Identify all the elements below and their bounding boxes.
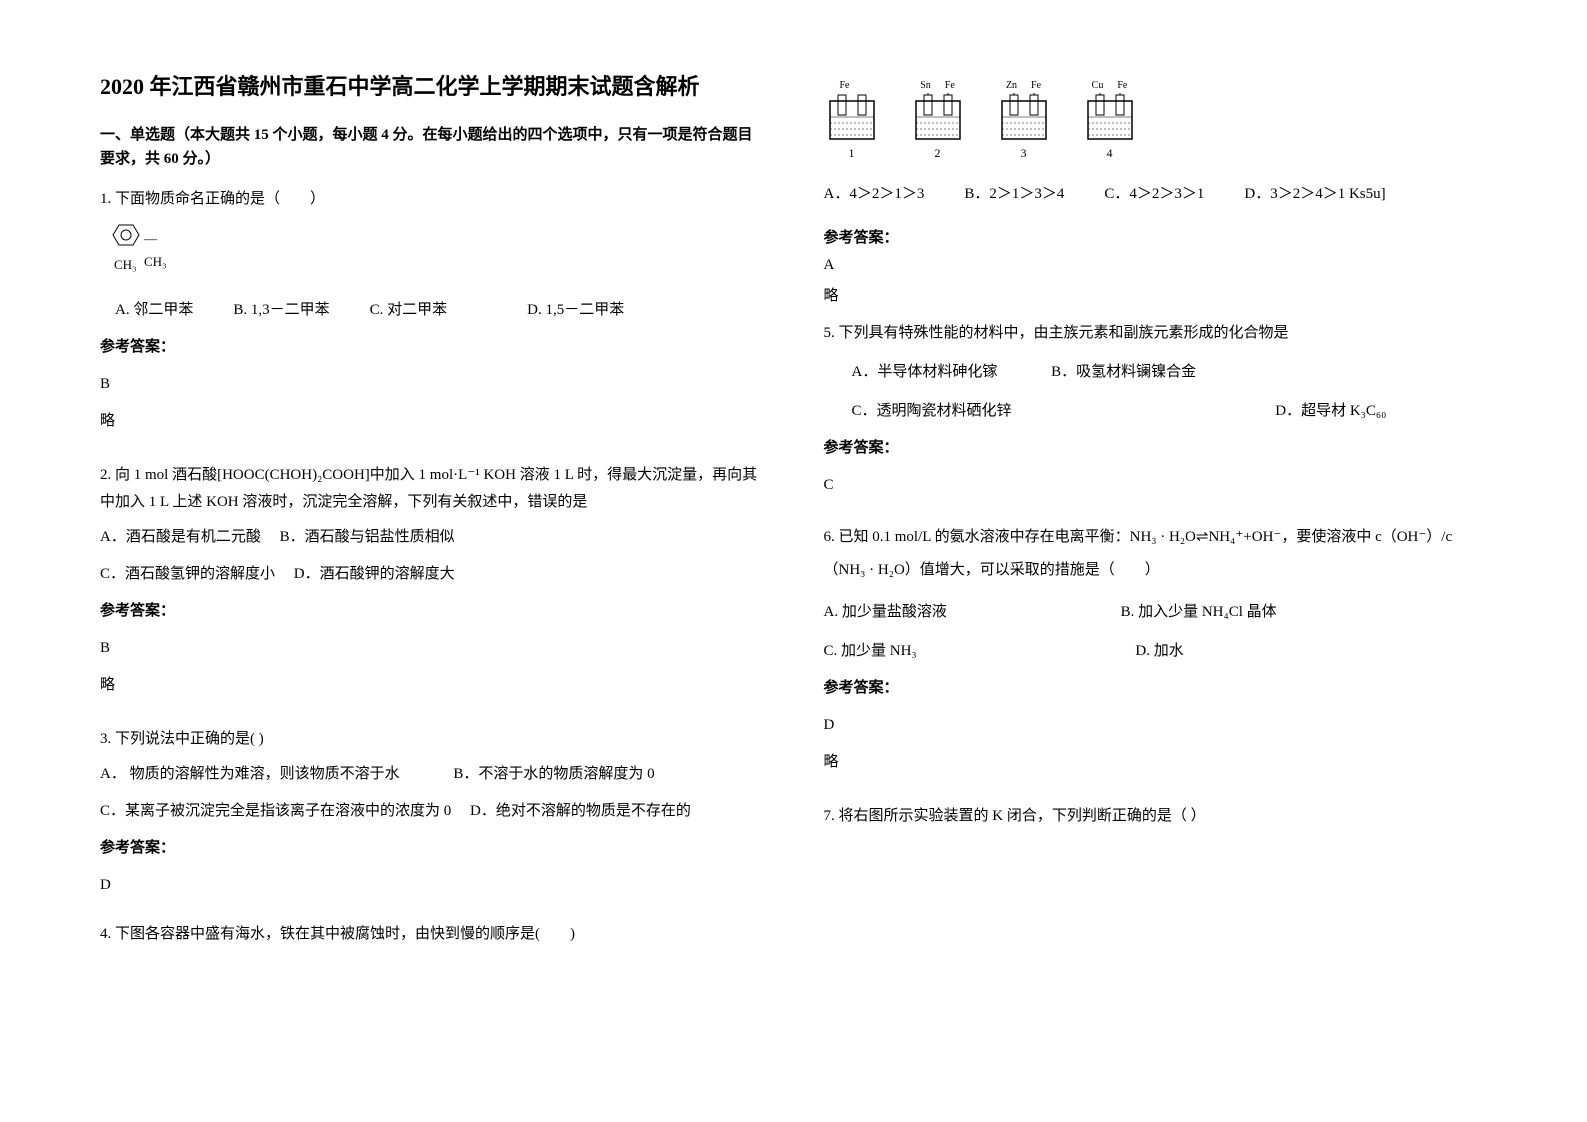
q1-molecule: —CH₃ CH₃ bbox=[112, 223, 764, 257]
beaker-1-left: Fe bbox=[840, 80, 850, 91]
beaker-2-right: Fe bbox=[945, 80, 955, 91]
q3-text: 3. 下列说法中正确的是( ) bbox=[100, 726, 764, 753]
q6-options-row2: C. 加少量 NH₃ D. 加水 bbox=[824, 638, 1488, 665]
benzene-ring-icon: —CH₃ CH₃ bbox=[112, 223, 140, 247]
q6-opt-a: A. 加少量盐酸溶液 bbox=[824, 604, 947, 620]
q4-opt-d: D．3＞2＞4＞1 Ks5u] bbox=[1244, 181, 1385, 208]
beaker-icon bbox=[1082, 93, 1138, 141]
q2-brief: 略 bbox=[100, 672, 764, 699]
q5-opt-b: B．吸氢材料镧镍合金 bbox=[1051, 364, 1196, 380]
q1-opt-b: B. 1,3－二甲苯 bbox=[233, 297, 329, 324]
beaker-3-num: 3 bbox=[1021, 146, 1027, 161]
q2-options-row2: C．酒石酸氢钾的溶解度小 D．酒石酸钾的溶解度大 bbox=[100, 561, 764, 588]
beaker-2-num: 2 bbox=[935, 146, 941, 161]
q2-opt-a: A．酒石酸是有机二元酸 bbox=[100, 529, 261, 545]
q1-opt-d: D. 1,5－二甲苯 bbox=[527, 297, 624, 324]
q3-answer: D bbox=[100, 872, 764, 899]
beaker-4-right: Fe bbox=[1117, 80, 1127, 91]
q2-options-row1: A．酒石酸是有机二元酸 B．酒石酸与铝盐性质相似 bbox=[100, 524, 764, 551]
q5-options-row1: A．半导体材料砷化镓 B．吸氢材料镧镍合金 bbox=[852, 359, 1488, 386]
q5-answer-label: 参考答案： bbox=[824, 435, 1488, 462]
q3-opt-b: B．不溶于水的物质溶解度为 0 bbox=[453, 766, 654, 782]
q1-brief: 略 bbox=[100, 408, 764, 435]
q1-answer: B bbox=[100, 371, 764, 398]
q5-text: 5. 下列具有特殊性能的材料中，由主族元素和副族元素形成的化合物是 bbox=[824, 320, 1488, 347]
beaker-4-left: Cu bbox=[1092, 80, 1104, 91]
section-1-header: 一、单选题（本大题共 15 个小题，每小题 4 分。在每小题给出的四个选项中，只… bbox=[100, 123, 764, 171]
q3-opt-c: C．某离子被沉淀完全是指该离子在溶液中的浓度为 0 bbox=[100, 803, 451, 819]
q6-opt-b: B. 加入少量 NH₄Cl 晶体 bbox=[1121, 604, 1277, 620]
beaker-1: Fe 1 bbox=[824, 80, 880, 161]
question-1: 1. 下面物质命名正确的是（ ） —CH₃ CH₃ A. 邻二甲苯 B. 1,3… bbox=[100, 186, 764, 450]
beaker-icon bbox=[910, 93, 966, 141]
q6-options-row1: A. 加少量盐酸溶液 B. 加入少量 NH₄Cl 晶体 bbox=[824, 599, 1488, 626]
left-column: 2020 年江西省赣州市重石中学高二化学上学期期末试题含解析 一、单选题（本大题… bbox=[100, 70, 764, 1052]
ch3-right-label: —CH₃ bbox=[144, 227, 167, 274]
q4-text: 4. 下图各容器中盛有海水，铁在其中被腐蚀时，由快到慢的顺序是( ) bbox=[100, 921, 764, 948]
q2-text: 2. 向 1 mol 酒石酸[HOOC(CHOH)₂COOH]中加入 1 mol… bbox=[100, 462, 764, 516]
beaker-1-num: 1 bbox=[849, 146, 855, 161]
q6-brief: 略 bbox=[824, 749, 1488, 776]
beaker-2-left: Sn bbox=[920, 80, 931, 91]
question-3: 3. 下列说法中正确的是( ) A． 物质的溶解性为难溶，则该物质不溶于水 B．… bbox=[100, 726, 764, 909]
q4-opt-c: C．4＞2＞3＞1 bbox=[1104, 181, 1204, 208]
q5-answer: C bbox=[824, 472, 1488, 499]
beaker-3: Zn Fe 3 bbox=[996, 80, 1052, 161]
beaker-icon bbox=[996, 93, 1052, 141]
question-2: 2. 向 1 mol 酒石酸[HOOC(CHOH)₂COOH]中加入 1 mol… bbox=[100, 462, 764, 714]
q4-opt-b: B．2＞1＞3＞4 bbox=[964, 181, 1064, 208]
q5-opt-c: C．透明陶瓷材料硒化锌 bbox=[852, 403, 1012, 419]
q2-answer: B bbox=[100, 635, 764, 662]
question-6: 6. 已知 0.1 mol/L 的氨水溶液中存在电离平衡：NH₃ · H₂O⇌N… bbox=[824, 521, 1488, 791]
q2-answer-label: 参考答案： bbox=[100, 598, 764, 625]
question-4-text: 4. 下图各容器中盛有海水，铁在其中被腐蚀时，由快到慢的顺序是( ) bbox=[100, 921, 764, 956]
q1-options: A. 邻二甲苯 B. 1,3－二甲苯 C. 对二甲苯 D. 1,5－二甲苯 bbox=[100, 297, 764, 324]
q5-opt-d: D．超导材 K₃C₆₀ bbox=[1275, 403, 1386, 419]
q6-opt-d: D. 加水 bbox=[1135, 643, 1183, 659]
q3-options-row2: C．某离子被沉淀完全是指该离子在溶液中的浓度为 0 D．绝对不溶解的物质是不存在… bbox=[100, 798, 764, 825]
beaker-3-right: Fe bbox=[1031, 80, 1041, 91]
beaker-2-electrodes: Sn Fe bbox=[920, 80, 955, 91]
beaker-4-num: 4 bbox=[1107, 146, 1113, 161]
question-7: 7. 将右图所示实验装置的 K 闭合，下列判断正确的是（ ） bbox=[824, 803, 1488, 838]
document-title: 2020 年江西省赣州市重石中学高二化学上学期期末试题含解析 bbox=[100, 70, 764, 103]
q1-text: 1. 下面物质命名正确的是（ ） bbox=[100, 186, 764, 213]
q5-options-row2: C．透明陶瓷材料硒化锌 D．超导材 K₃C₆₀ bbox=[852, 398, 1488, 425]
q1-opt-c: C. 对二甲苯 bbox=[370, 297, 448, 324]
beaker-3-left: Zn bbox=[1006, 80, 1017, 91]
q2-opt-b: B．酒石酸与铝盐性质相似 bbox=[280, 529, 455, 545]
q6-opt-c: C. 加少量 NH₃ bbox=[824, 643, 917, 659]
beaker-1-electrodes: Fe bbox=[840, 80, 864, 91]
q2-opt-c: C．酒石酸氢钾的溶解度小 bbox=[100, 566, 275, 582]
q4-answer-label: 参考答案： bbox=[824, 226, 1488, 247]
q3-answer-label: 参考答案： bbox=[100, 835, 764, 862]
q7-text: 7. 将右图所示实验装置的 K 闭合，下列判断正确的是（ ） bbox=[824, 803, 1488, 830]
beaker-4: Cu Fe 4 bbox=[1082, 80, 1138, 161]
question-5: 5. 下列具有特殊性能的材料中，由主族元素和副族元素形成的化合物是 A．半导体材… bbox=[824, 320, 1488, 509]
q3-options-row1: A． 物质的溶解性为难溶，则该物质不溶于水 B．不溶于水的物质溶解度为 0 bbox=[100, 761, 764, 788]
q1-answer-label: 参考答案： bbox=[100, 334, 764, 361]
right-column: Fe 1 Sn Fe bbox=[824, 70, 1488, 1052]
beaker-icon bbox=[824, 93, 880, 141]
ch3-bottom-label: CH₃ bbox=[114, 253, 137, 276]
beaker-4-electrodes: Cu Fe bbox=[1092, 80, 1128, 91]
q2-opt-d: D．酒石酸钾的溶解度大 bbox=[294, 566, 455, 582]
q4-options: A．4＞2＞1＞3 B．2＞1＞3＞4 C．4＞2＞3＞1 D．3＞2＞4＞1 … bbox=[824, 181, 1488, 208]
q4-beakers: Fe 1 Sn Fe bbox=[824, 80, 1488, 161]
q6-answer: D bbox=[824, 712, 1488, 739]
q4-brief: 略 bbox=[824, 284, 1488, 305]
q3-opt-d: D．绝对不溶解的物质是不存在的 bbox=[470, 803, 691, 819]
beaker-2: Sn Fe 2 bbox=[910, 80, 966, 161]
q4-opt-a: A．4＞2＞1＞3 bbox=[824, 181, 925, 208]
q4-answer: A bbox=[824, 257, 1488, 274]
q1-opt-a: A. 邻二甲苯 bbox=[115, 297, 193, 324]
q3-opt-a: A． 物质的溶解性为难溶，则该物质不溶于水 bbox=[100, 766, 400, 782]
q6-answer-label: 参考答案： bbox=[824, 675, 1488, 702]
beaker-3-electrodes: Zn Fe bbox=[1006, 80, 1041, 91]
q6-text: 6. 已知 0.1 mol/L 的氨水溶液中存在电离平衡：NH₃ · H₂O⇌N… bbox=[824, 521, 1488, 587]
q5-opt-a: A．半导体材料砷化镓 bbox=[852, 364, 998, 380]
